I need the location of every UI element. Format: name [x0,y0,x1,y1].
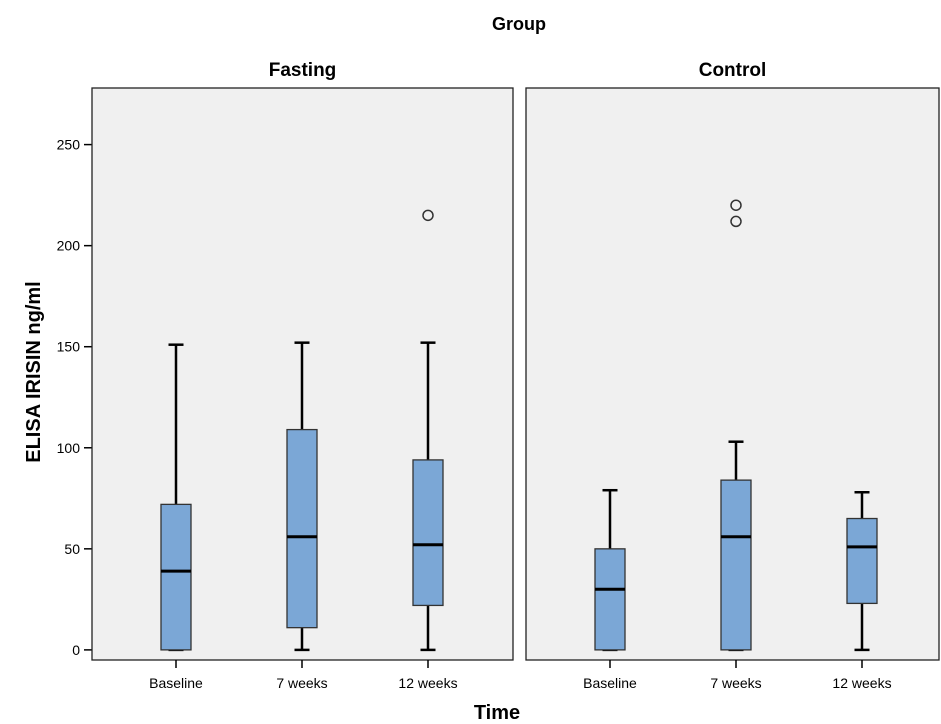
x-tick-label: 7 weeks [710,675,761,691]
y-tick-label: 50 [64,541,80,557]
box-baseline [594,488,626,652]
box-7-weeks [720,199,752,652]
outlier-point [730,199,742,211]
x-tick-label: 7 weeks [276,675,327,691]
x-tick-label: Baseline [149,675,203,691]
panel-fasting: Fasting Baseline 7 weeks 12 weeks [91,60,514,691]
iqr-box [720,479,752,651]
x-tick-label: Baseline [583,675,637,691]
chart-title: Group [492,14,546,34]
y-tick-label: 150 [57,339,81,355]
x-axis-label: Time [474,702,520,724]
box-baseline [160,343,192,652]
chart-panels: Fasting Baseline 7 weeks 12 weeks Control Bas… [91,60,940,691]
panel-header: Fasting [269,60,337,81]
x-tick-label: 12 weeks [832,675,891,691]
y-tick-label: 100 [57,440,81,456]
iqr-box [594,548,626,651]
iqr-box [412,459,444,607]
y-axis-label: ELISA IRISIN ng/ml [23,281,45,463]
x-tick-label: 12 weeks [398,675,457,691]
iqr-box [160,503,192,651]
iqr-box [846,517,878,605]
y-tick-label: 200 [57,238,81,254]
y-axis: 0 50 100 150 200 250 [57,137,92,658]
box-12-weeks [846,490,878,652]
box-7-weeks [286,341,318,652]
y-tick-label: 250 [57,137,81,153]
panel-header: Control [699,60,767,81]
outlier-point [422,209,434,222]
y-tick-label: 0 [72,642,80,658]
outlier-point [730,215,742,228]
box-12-weeks [412,209,444,652]
panel-control: Control Baseline 7 weeks 12 weeks [525,60,940,691]
iqr-box [286,428,318,629]
